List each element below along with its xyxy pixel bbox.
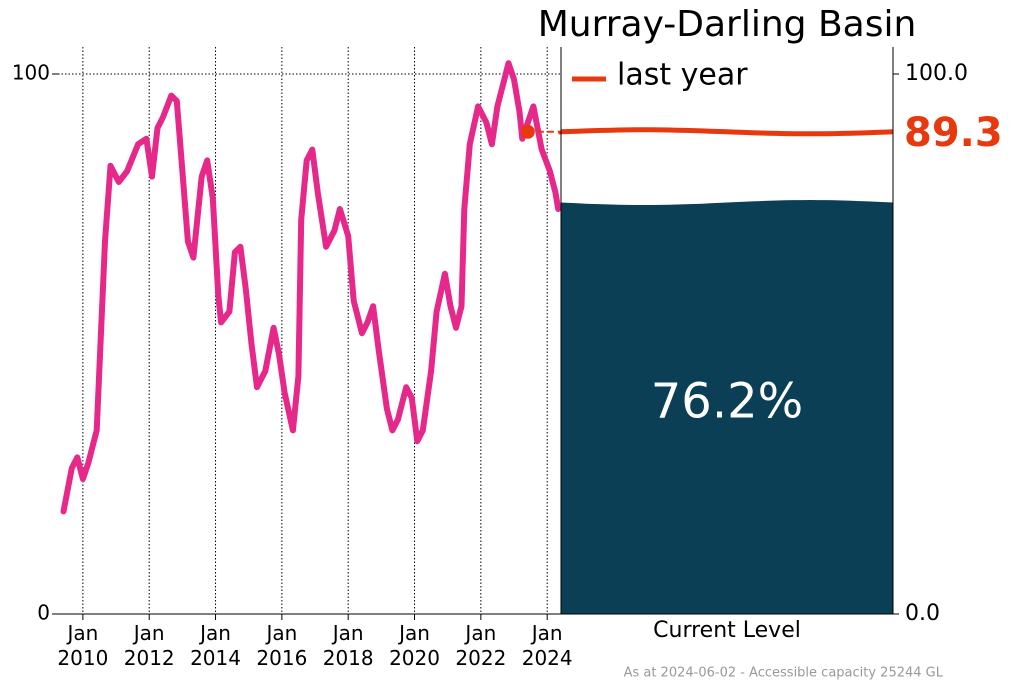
x-tick-label: Jan 2012 [124, 621, 175, 670]
x-tick-label: Jan 2014 [190, 621, 241, 670]
data-line [60, 60, 562, 515]
y-tick-label: 0 [37, 601, 50, 625]
x-tick-label: Jan 2022 [455, 621, 506, 670]
chart-title: Murray-Darling Basin [538, 4, 917, 45]
footnote: As at 2024-06-02 - Accessible capacity 2… [624, 666, 944, 681]
x-tick-label: Jan 2018 [323, 621, 374, 670]
reference-line [558, 127, 894, 137]
y-tick-label: 100 [12, 61, 50, 85]
x-tick-label: Jan 2016 [256, 621, 307, 670]
x-tick-label: Jan 2010 [57, 621, 108, 670]
legend-label: last year [617, 58, 748, 93]
x-tick-label: Jan 2024 [522, 621, 573, 670]
x-tick-label: Jan 2020 [389, 621, 440, 670]
reference-dot [520, 124, 535, 139]
reference-value-label: 89.3 [904, 110, 1003, 156]
y-tick-label: 100.0 [905, 61, 968, 86]
bar-value-label: 76.2% [651, 373, 803, 429]
y-tick-label: 0.0 [905, 601, 940, 626]
x-tick-label: Current Level [653, 618, 801, 643]
bar [561, 200, 893, 614]
